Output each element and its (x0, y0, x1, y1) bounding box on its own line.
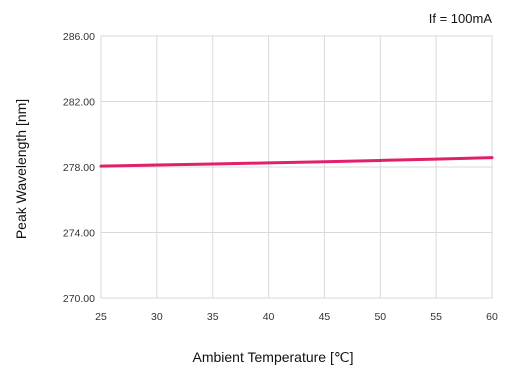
x-tick-label: 35 (207, 311, 219, 323)
x-tick-label: 40 (263, 311, 275, 323)
x-axis-title: Ambient Temperature [℃] (193, 349, 354, 365)
data-point (156, 164, 158, 166)
x-tick-label: 60 (486, 311, 498, 323)
data-point (491, 156, 493, 159)
series-layer (99, 156, 494, 168)
data-point (267, 162, 270, 164)
data-point (100, 165, 102, 167)
y-tick-label: 286.00 (63, 31, 95, 43)
y-tick-label: 274.00 (63, 228, 95, 240)
test-condition-annotation: If = 100mA (429, 11, 493, 26)
y-tick-label: 270.00 (63, 293, 95, 305)
y-tick-labels: 286.00 282.00 278.00 274.00 270.00 (63, 31, 95, 305)
data-point (211, 163, 214, 165)
data-point (435, 158, 437, 160)
y-tick-label: 282.00 (63, 97, 95, 109)
data-point (323, 160, 326, 163)
y-tick-label: 278.00 (63, 162, 95, 174)
x-tick-label: 50 (374, 311, 386, 323)
x-tick-label: 55 (430, 311, 442, 323)
x-tick-label: 30 (151, 311, 163, 323)
grid-lines (100, 35, 493, 299)
x-tick-label: 25 (95, 311, 107, 323)
y-axis-title: Peak Wavelength [nm] (13, 99, 29, 239)
series-line (99, 156, 494, 168)
x-tick-labels: 25 30 35 40 45 50 55 60 (95, 311, 498, 323)
data-point (379, 159, 382, 162)
x-tick-label: 45 (319, 311, 331, 323)
